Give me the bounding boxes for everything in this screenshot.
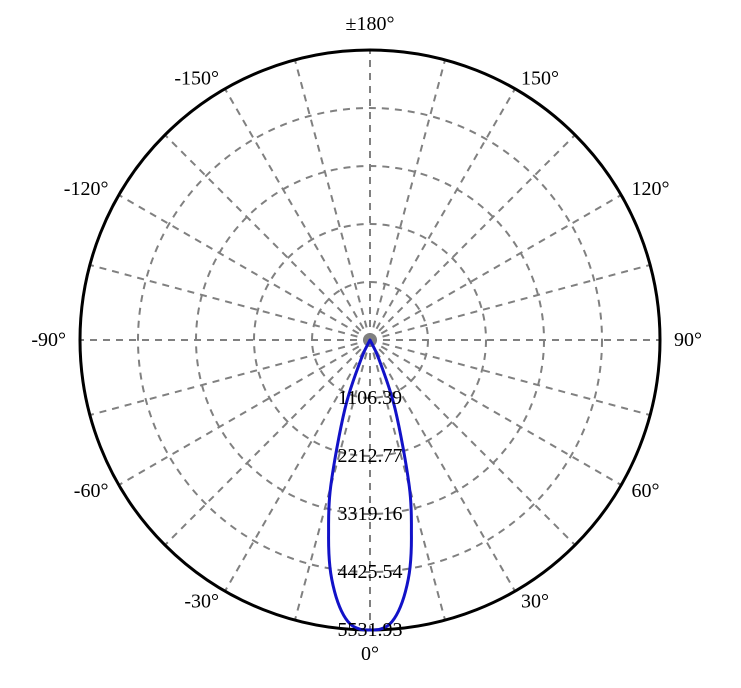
grid-spoke	[119, 195, 370, 340]
radial-tick-label: 1106.39	[338, 387, 402, 409]
polar-chart: 1106.39 2212.77 3319.16 4425.54 5531.93 ±180°…	[0, 0, 741, 688]
grid-spoke	[370, 60, 445, 340]
grid-spoke	[90, 265, 370, 340]
grid-spoke	[295, 60, 370, 340]
angle-label: -90°	[31, 329, 66, 351]
angle-label: 30°	[521, 591, 549, 613]
grid-spoke	[370, 89, 515, 340]
grid-spoke	[370, 340, 650, 415]
angle-label: -120°	[64, 178, 109, 200]
grid-spoke	[165, 135, 370, 340]
angle-label: -60°	[74, 480, 109, 502]
grid-spoke	[225, 89, 370, 340]
grid-spoke	[370, 340, 621, 485]
grid-spoke	[90, 340, 370, 415]
angle-label: 90°	[674, 329, 702, 351]
angle-label: -150°	[174, 67, 219, 89]
radial-tick-label: 5531.93	[338, 619, 403, 641]
angle-label: 120°	[632, 178, 670, 200]
grid-spoke	[370, 195, 621, 340]
radial-tick-label: 4425.54	[338, 561, 403, 583]
angle-label: ±180°	[346, 13, 395, 35]
angle-label: 0°	[361, 643, 379, 665]
radial-tick-label: 3319.16	[338, 503, 403, 525]
radial-tick-label: 2212.77	[338, 445, 403, 467]
angle-label: 60°	[632, 480, 660, 502]
angle-label: 150°	[521, 67, 559, 89]
grid-spoke	[119, 340, 370, 485]
grid-spoke	[370, 135, 575, 340]
grid-spoke	[370, 265, 650, 340]
angle-label: -30°	[184, 591, 219, 613]
